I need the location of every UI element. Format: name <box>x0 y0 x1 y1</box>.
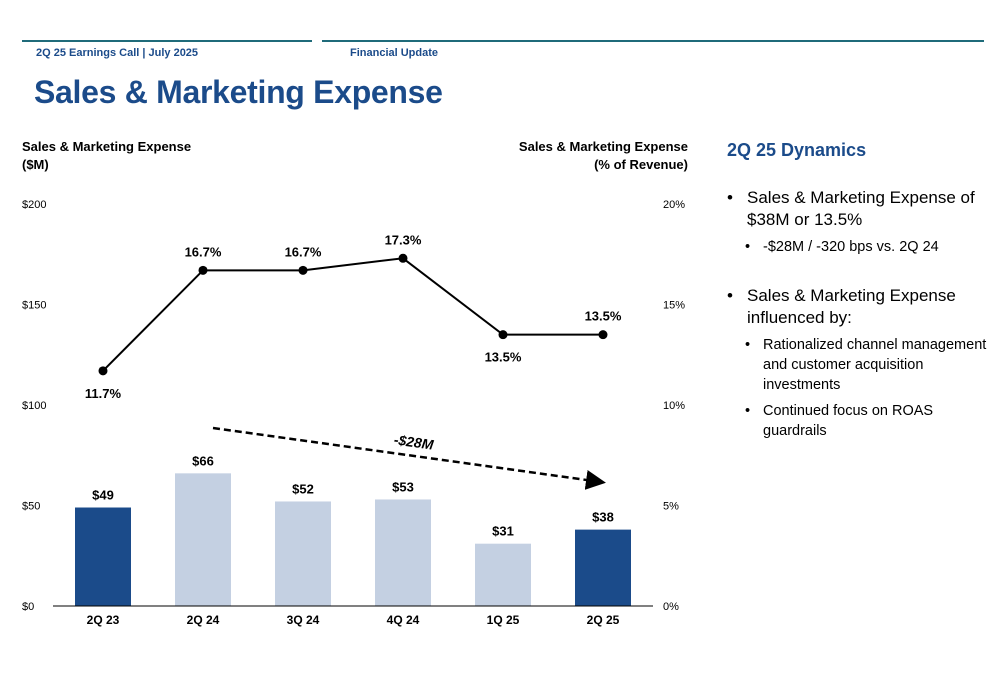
right-axis-tick-label: 0% <box>663 601 679 613</box>
right-axis-tick-label: 10% <box>663 400 685 412</box>
bar-data-label: $52 <box>292 481 314 496</box>
right-axis-title-line1: Sales & Marketing Expense <box>518 139 688 154</box>
left-axis-title-line1: Sales & Marketing Expense <box>22 139 192 154</box>
line-point <box>298 265 308 275</box>
left-axis-tick-label: $200 <box>22 199 46 211</box>
line-point <box>98 366 108 376</box>
panel-bullet: Sales & Marketing Expense of $38M or 13.… <box>727 187 987 231</box>
line-data-label: 11.7% <box>85 386 122 401</box>
right-axis-title: Sales & Marketing Expense (% of Revenue) <box>519 138 688 174</box>
header-event: 2Q 25 Earnings Call | July 2025 <box>36 47 199 59</box>
left-axis-title: Sales & Marketing Expense ($M) <box>22 138 191 174</box>
right-axis-tick-label: 5% <box>663 501 679 513</box>
panel-sub-bullet: Continued focus on ROAS guardrails <box>727 401 987 441</box>
annotation-label: -$28M <box>393 431 435 452</box>
line-data-label: 17.3% <box>385 232 422 247</box>
left-axis-tick-label: $50 <box>22 501 40 513</box>
left-axis-title-line2: ($M) <box>22 157 49 172</box>
x-axis-tick-label: 2Q 24 <box>187 613 220 627</box>
left-axis-tick-label: $0 <box>22 601 34 613</box>
bar <box>175 473 231 606</box>
right-axis-tick-label: 20% <box>663 199 685 211</box>
panel-bullet: Sales & Marketing Expense influenced by: <box>727 285 987 329</box>
bar <box>575 529 631 606</box>
header-rule-left <box>22 40 312 42</box>
panel-sub-bullet: -$28M / -320 bps vs. 2Q 24 <box>727 237 987 257</box>
line-data-label: 13.5% <box>585 309 622 324</box>
bar-data-label: $49 <box>92 488 114 503</box>
bar <box>75 507 131 606</box>
line-point <box>198 265 208 275</box>
bar-data-label: $53 <box>392 479 414 494</box>
panel-title: 2Q 25 Dynamics <box>727 140 867 160</box>
line-data-label: 16.7% <box>185 244 222 259</box>
line-point <box>498 330 508 340</box>
x-axis-tick-label: 1Q 25 <box>487 613 520 627</box>
line-data-label: 13.5% <box>485 350 522 365</box>
line-point <box>598 330 608 340</box>
percent-line <box>102 257 603 372</box>
dynamics-panel: 2Q 25 Dynamics Sales & Marketing Expense… <box>727 140 987 463</box>
line-data-label: 16.7% <box>285 244 322 259</box>
panel-sub-bullet: Rationalized channel management and cust… <box>727 335 987 395</box>
x-axis-tick-label: 3Q 24 <box>287 613 320 627</box>
left-axis-tick-label: $100 <box>22 400 46 412</box>
bar <box>275 501 331 606</box>
header-section: Financial Update <box>350 47 439 59</box>
left-axis-tick-label: $150 <box>22 300 46 312</box>
x-axis-tick-label: 4Q 24 <box>387 613 420 627</box>
bar-data-label: $38 <box>592 510 614 525</box>
right-axis-title-line2: (% of Revenue) <box>594 157 688 172</box>
bar <box>375 499 431 606</box>
x-axis-tick-label: 2Q 23 <box>87 613 120 627</box>
header-rule-right <box>322 40 984 42</box>
line-point <box>398 253 408 263</box>
bar-data-label: $31 <box>492 524 514 539</box>
right-axis-tick-label: 15% <box>663 300 685 312</box>
bar-data-label: $66 <box>192 453 214 468</box>
x-axis-tick-label: 2Q 25 <box>587 613 620 627</box>
page-title: Sales & Marketing Expense <box>34 74 443 110</box>
panel-bullet-group-1: Sales & Marketing Expense of $38M or 13.… <box>727 187 987 257</box>
bar <box>475 543 531 606</box>
panel-bullet-group-2: Sales & Marketing Expense influenced by:… <box>727 285 987 441</box>
